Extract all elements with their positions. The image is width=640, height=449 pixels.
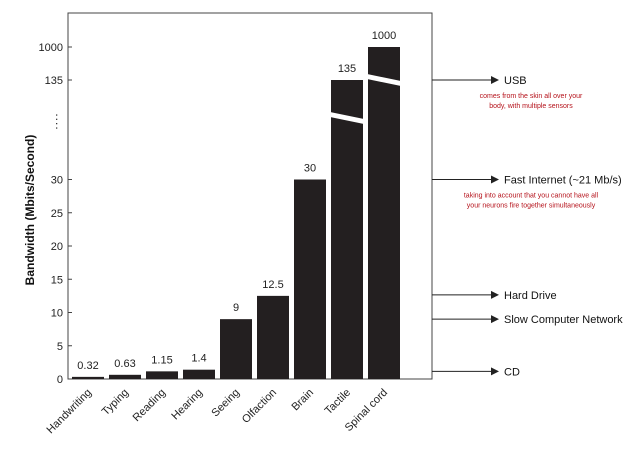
reference-label: CD xyxy=(504,366,520,378)
y-tick-label: 135 xyxy=(45,75,63,87)
bar xyxy=(220,319,252,379)
y-tick-label: 25 xyxy=(51,208,63,220)
y-tick-label: 20 xyxy=(51,241,63,253)
bar-group xyxy=(109,374,141,379)
reference-arrowhead xyxy=(491,175,499,184)
reference-arrowhead xyxy=(491,76,499,84)
bar xyxy=(294,179,326,379)
bar-group xyxy=(72,376,104,379)
bar-group xyxy=(146,371,178,379)
y-tick-label: 30 xyxy=(51,175,63,187)
reference-label: Fast Internet (~21 Mb/s) xyxy=(504,175,622,187)
reference-note: body, with multiple sensors xyxy=(489,103,573,110)
bar-value-label: 0.32 xyxy=(77,360,98,372)
reference-marker: CD xyxy=(432,366,520,378)
reference-label: Hard Drive xyxy=(504,290,557,302)
bar-value-label: 1.4 xyxy=(191,353,206,365)
bar-break-stripe xyxy=(330,112,364,124)
bar-group xyxy=(294,179,326,379)
x-tick-label: Hearing xyxy=(169,387,205,423)
reference-label: Slow Computer Network xyxy=(504,314,623,326)
x-tick-label: Reading xyxy=(131,387,168,424)
reference-marker: Fast Internet (~21 Mb/s) taking into acco… xyxy=(432,175,622,210)
bar-value-label: 30 xyxy=(304,163,316,175)
bar-group xyxy=(220,319,252,379)
x-tick-label: Handwriting xyxy=(45,387,95,437)
x-tick-label: Olfaction xyxy=(240,387,279,426)
x-tick-label: Tactile xyxy=(323,387,354,418)
bar-value-label: 1000 xyxy=(372,30,396,42)
y-tick-label: 1000 xyxy=(39,42,63,54)
bar xyxy=(72,376,104,379)
y-axis-title: Bandwidth (Mbits/Second) xyxy=(23,135,37,286)
bar xyxy=(183,369,215,379)
bar-value-label: 9 xyxy=(233,302,239,314)
reference-note: taking into account that you cannot have… xyxy=(464,193,599,200)
x-tick-label: Typing xyxy=(100,387,131,418)
y-axis-break-marker: .... xyxy=(53,113,67,130)
x-tick-label: Brain xyxy=(289,387,316,414)
bar-value-label: 1.15 xyxy=(151,354,172,366)
reference-note: your neurons fire together simultaneousl… xyxy=(467,203,596,210)
bar-group xyxy=(330,80,364,379)
reference-label: USB xyxy=(504,75,527,87)
y-tick-label: 5 xyxy=(57,341,63,353)
bar xyxy=(368,47,400,379)
bar-group xyxy=(257,295,289,379)
bar xyxy=(257,295,289,379)
reference-marker: USB comes from the skin all over your body… xyxy=(432,75,583,110)
y-tick-label: 15 xyxy=(51,274,63,286)
bar-group xyxy=(183,369,215,379)
y-tick-label: 10 xyxy=(51,308,63,320)
bar-value-label: 135 xyxy=(338,63,356,75)
x-tick-label: Seeing xyxy=(209,387,242,420)
bar-break-stripe xyxy=(367,74,401,86)
bar xyxy=(331,80,363,379)
reference-marker: Hard Drive xyxy=(432,290,557,302)
bar xyxy=(109,374,141,379)
reference-arrowhead xyxy=(491,367,499,376)
bar-value-label: 0.63 xyxy=(114,358,135,370)
reference-marker: Slow Computer Network xyxy=(432,314,623,326)
bar-group xyxy=(367,47,401,379)
reference-arrowhead xyxy=(491,290,499,299)
y-tick-label: 0 xyxy=(57,374,63,386)
bar xyxy=(146,371,178,379)
reference-note: comes from the skin all over your xyxy=(480,93,583,100)
bar-value-label: 12.5 xyxy=(262,279,283,291)
reference-arrowhead xyxy=(491,315,499,324)
